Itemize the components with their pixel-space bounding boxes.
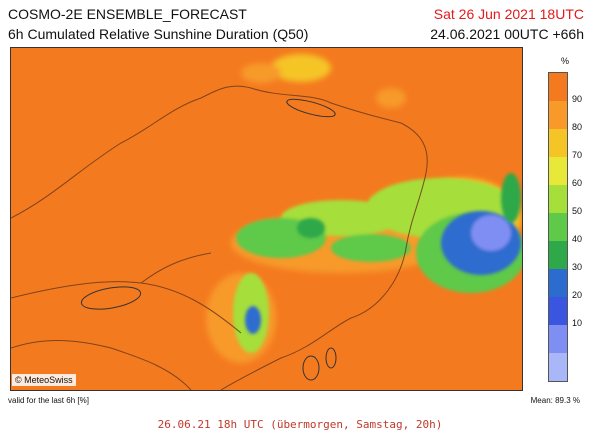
colorbar-tick-label: 50 [572, 206, 583, 216]
chart-title: COSMO-2E ENSEMBLE_FORECAST [8, 6, 247, 22]
colorbar-segment [549, 73, 567, 101]
sunshine-field [11, 48, 522, 390]
colorbar-tick-label: 90 [572, 94, 583, 104]
forecast-map [10, 47, 523, 391]
colorbar-segment [549, 101, 567, 129]
colorbar-segment [549, 157, 567, 185]
copyright: © MeteoSwiss [12, 374, 76, 386]
colorbar-segment [549, 269, 567, 297]
colorbar-tick-label: 60 [572, 178, 583, 188]
colorbar-unit: % [561, 56, 570, 66]
colorbar-segment [549, 241, 567, 269]
valid-note: valid for the last 6h [%] [8, 396, 89, 405]
colorbar-tick-label: 70 [572, 150, 583, 160]
colorbar-segment [549, 297, 567, 325]
run-time: 24.06.2021 00UTC +66h [430, 26, 584, 42]
field-layer-green [233, 178, 522, 353]
valid-time: Sat 26 Jun 2021 18UTC [433, 6, 584, 22]
colorbar-tick-label: 10 [572, 318, 583, 328]
colorbar-segment [549, 325, 567, 353]
colorbar-segment [549, 213, 567, 241]
colorbar-segment [549, 129, 567, 157]
colorbar-tick-label: 30 [572, 262, 583, 272]
colorbar-segment [549, 185, 567, 213]
field-layer-blue [245, 173, 521, 334]
lakes [80, 98, 337, 381]
country-borders [11, 85, 428, 390]
mean-note: Mean: 89.3 % [530, 396, 580, 405]
colorbar-tick-label: 80 [572, 122, 583, 132]
colorbar [548, 72, 568, 382]
local-time-footer: 26.06.21 18h UTC (übermorgen, Samstag, 2… [157, 418, 443, 431]
colorbar-segment [549, 353, 567, 381]
colorbar-tick-label: 20 [572, 290, 583, 300]
colorbar-tick-label: 40 [572, 234, 583, 244]
chart-subtitle: 6h Cumulated Relative Sunshine Duration … [8, 26, 309, 42]
